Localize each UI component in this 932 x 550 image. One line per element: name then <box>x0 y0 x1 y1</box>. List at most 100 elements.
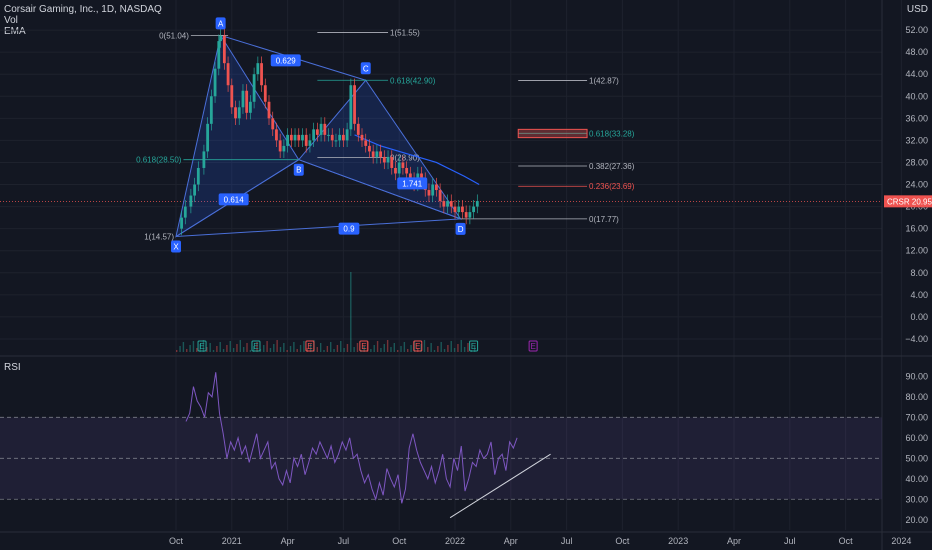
price-axis-tick-label: 40.00 <box>905 91 928 101</box>
pattern-point-badge-b[interactable] <box>293 163 304 176</box>
volume-bar <box>269 348 272 352</box>
rsi-indicator-label[interactable]: RSI <box>4 362 21 373</box>
pattern-triangle-bcd[interactable] <box>297 79 462 220</box>
candle-body <box>278 140 282 152</box>
time-axis-tick-label: Apr <box>504 536 518 546</box>
price-axis-tick-label: 52.00 <box>905 25 928 35</box>
candle-body <box>327 134 330 136</box>
volume-bar <box>176 350 178 352</box>
candle-body <box>196 167 200 185</box>
volume-bar <box>253 346 255 352</box>
volume-bar <box>283 343 285 352</box>
earnings-marker-label: E <box>530 342 535 351</box>
earnings-marker[interactable] <box>359 340 369 352</box>
volume-bar <box>346 344 349 352</box>
pattern-ratio-label: 0.614 <box>224 195 245 204</box>
volume-bar <box>396 350 399 352</box>
target-zone-box[interactable] <box>517 128 588 139</box>
candle-body <box>342 134 345 141</box>
earnings-marker[interactable] <box>469 340 479 352</box>
candle-body <box>405 167 409 174</box>
candle-body <box>275 129 278 141</box>
candle-body <box>319 123 323 135</box>
volume-bar <box>196 348 198 352</box>
fib-level-label: 0(17.77) <box>589 215 619 224</box>
fib-level-label: 0.618(42.90) <box>390 76 436 85</box>
earnings-marker[interactable] <box>305 340 315 352</box>
rsi-trendline[interactable] <box>449 453 551 519</box>
volume-bar <box>356 343 359 352</box>
candle-body <box>457 206 461 213</box>
volume-bar <box>316 347 319 352</box>
candle-body <box>189 195 193 207</box>
volume-bar <box>182 342 185 352</box>
candle-body <box>364 140 368 146</box>
earnings-marker-label: E <box>253 342 258 351</box>
symbol-title[interactable]: Corsair Gaming, Inc., 1D, NASDAQ <box>4 4 162 15</box>
price-badge[interactable] <box>884 195 932 208</box>
price-axis-tick-label: 48.00 <box>905 47 928 57</box>
candle-body <box>368 145 371 152</box>
earnings-marker[interactable] <box>251 340 261 352</box>
fib-level-label: 0.618(28.50) <box>136 156 182 165</box>
time-axis-tick-label: Oct <box>392 536 407 546</box>
price-badge-text: CRSR 20.95 <box>887 197 932 206</box>
volume-bar <box>202 340 205 352</box>
pattern-point-badge-c[interactable] <box>360 62 371 75</box>
earnings-marker-label: E <box>307 342 312 351</box>
volume-bar <box>393 343 396 352</box>
price-axis-tick-label: 8.00 <box>910 268 928 278</box>
volume-bar <box>433 350 436 352</box>
time-axis-tick-label: Jul <box>784 536 796 546</box>
earnings-marker[interactable] <box>413 340 423 352</box>
rsi-line <box>185 372 518 504</box>
candle-body <box>308 140 312 146</box>
pattern-ratio-badge[interactable] <box>397 177 428 190</box>
volume-indicator-label[interactable]: Vol <box>4 15 18 26</box>
candle-body <box>438 190 442 202</box>
pattern-point-label: A <box>218 19 224 28</box>
volume-bar <box>299 345 302 352</box>
rsi-axis-tick-label: 80.00 <box>905 392 928 402</box>
pattern-ratio-badge[interactable] <box>218 193 249 206</box>
pattern-ratio-badge[interactable] <box>270 54 301 67</box>
candle-body <box>408 173 412 179</box>
volume-bar <box>242 347 245 352</box>
volume-bar <box>380 348 382 352</box>
rsi-axis-tick-label: 50.00 <box>905 453 928 463</box>
candle-body <box>260 63 263 86</box>
earnings-marker[interactable] <box>528 340 538 352</box>
candle-body <box>349 85 353 130</box>
fib-level-label: 0.618(33.28) <box>589 129 635 138</box>
candle-body <box>360 134 364 141</box>
volume-bar <box>212 350 215 352</box>
candle-body <box>330 134 334 141</box>
candle-body <box>449 201 453 207</box>
ema-line <box>354 134 480 186</box>
volume-bar <box>437 346 439 352</box>
candle-body <box>219 35 223 42</box>
volume-bar <box>229 341 231 352</box>
candle-body <box>206 123 210 152</box>
pattern-point-badge-a[interactable] <box>215 17 226 30</box>
volume-bar <box>350 272 352 352</box>
candle-body <box>356 123 360 135</box>
volume-bar <box>263 345 265 352</box>
volume-bar <box>353 347 355 352</box>
volume-bar <box>336 345 339 352</box>
pattern-point-badge-d[interactable] <box>455 222 466 235</box>
candle-body <box>241 90 245 108</box>
earnings-marker[interactable] <box>197 340 207 352</box>
pattern-ratio-label: 1.741 <box>402 179 423 188</box>
candle-body <box>334 140 338 142</box>
volume-bar <box>279 347 282 352</box>
time-axis-tick-label: Oct <box>169 536 184 546</box>
candle-body <box>245 90 249 113</box>
volume-bar <box>330 342 332 352</box>
ema-indicator-label[interactable]: EMA <box>4 26 26 37</box>
volume-bar <box>413 341 416 352</box>
price-axis-tick-label: −4.00 <box>905 334 928 344</box>
pattern-point-badge-x[interactable] <box>171 240 181 253</box>
pattern-ratio-badge[interactable] <box>338 222 360 235</box>
